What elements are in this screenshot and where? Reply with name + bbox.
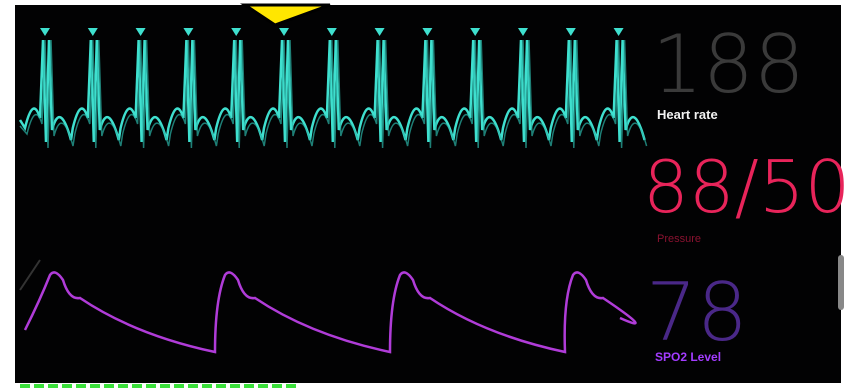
- heart-rate-value: 188: [652, 18, 805, 111]
- spo2-value: 78: [646, 266, 748, 359]
- pressure-label: Pressure: [657, 233, 701, 245]
- heart-rate-label: Heart rate: [657, 107, 718, 122]
- pressure-value: 88/50: [643, 145, 851, 229]
- screen-edge: [838, 255, 844, 310]
- spo2-label: SPO2 Level: [655, 350, 721, 364]
- page: 188 Heart rate 88/50 Pressure 78 SPO2 Le…: [0, 0, 856, 390]
- monitor-screen: 188 Heart rate 88/50 Pressure 78 SPO2 Le…: [0, 0, 856, 390]
